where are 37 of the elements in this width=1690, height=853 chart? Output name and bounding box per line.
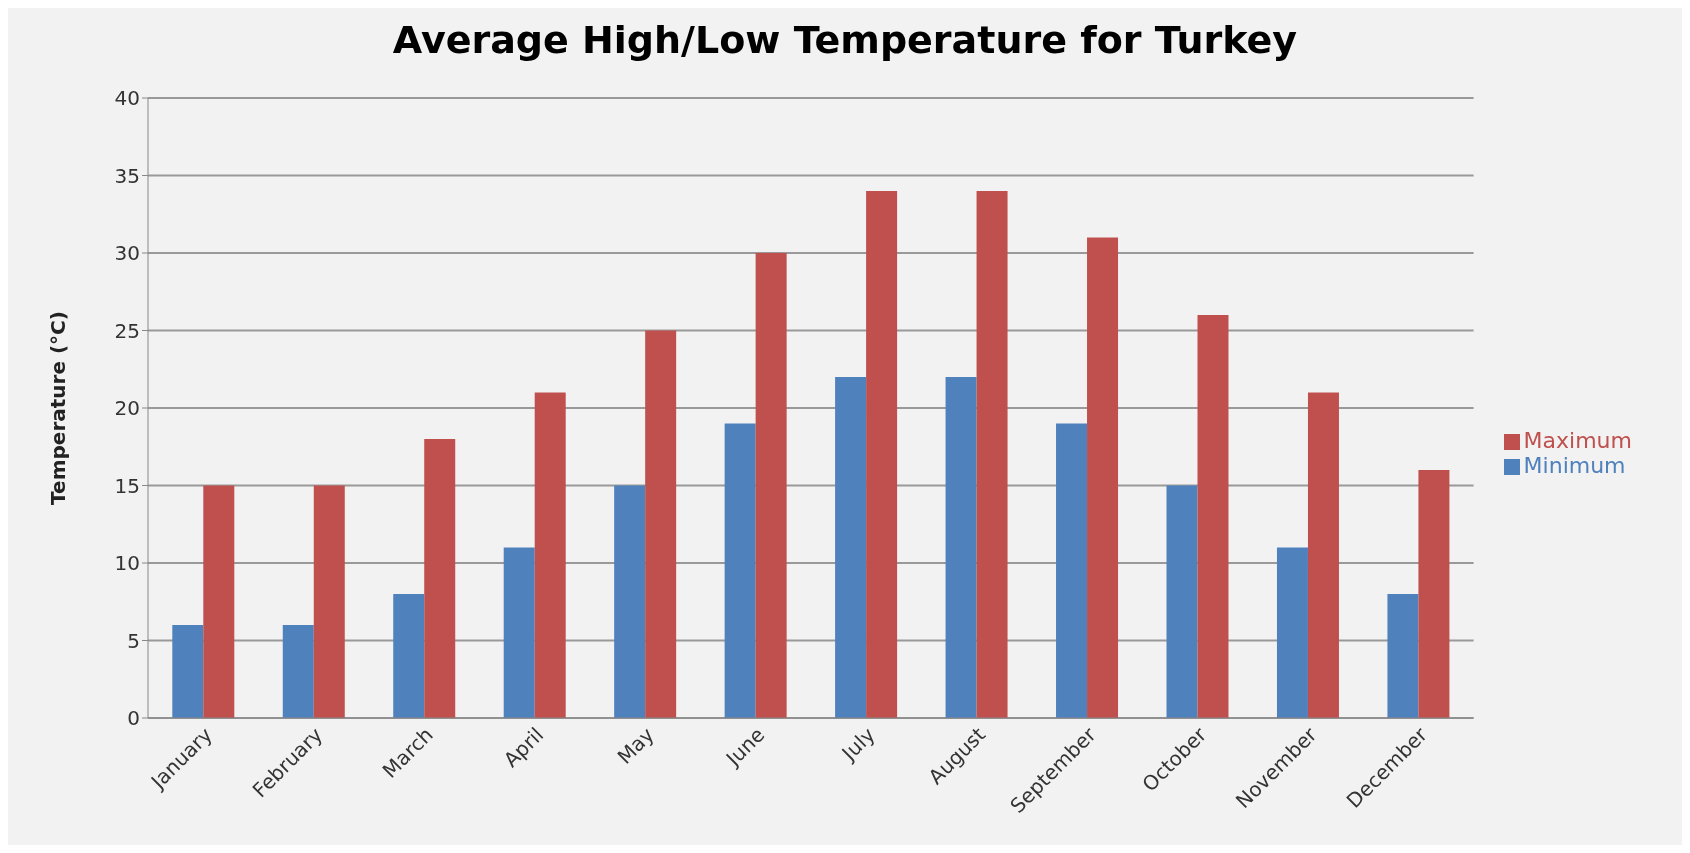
legend-label: Maximum <box>1523 428 1632 453</box>
bar <box>313 485 345 718</box>
bar <box>1276 547 1308 718</box>
bar <box>945 377 977 718</box>
bar <box>1387 594 1419 718</box>
bar <box>614 485 646 718</box>
bar <box>1166 485 1198 718</box>
bar <box>1418 470 1450 718</box>
bar <box>393 594 425 718</box>
bar <box>1307 392 1339 718</box>
bar <box>534 392 566 718</box>
bar <box>172 625 204 718</box>
y-tick-label: 35 <box>114 163 140 188</box>
y-axis-title: Temperature (°C) <box>46 311 71 505</box>
bar <box>835 377 867 718</box>
y-tick-label: 5 <box>127 628 140 653</box>
bar <box>755 253 787 718</box>
legend-label: Minimum <box>1523 453 1626 478</box>
bar <box>976 191 1008 718</box>
y-tick-label: 30 <box>114 241 140 266</box>
bar <box>424 439 456 718</box>
bar <box>282 625 314 718</box>
bar <box>1197 315 1229 718</box>
bar <box>1087 237 1119 718</box>
y-tick-label: 40 <box>114 86 140 111</box>
y-tick-label: 15 <box>114 473 140 498</box>
bar <box>724 423 756 718</box>
bar <box>645 330 677 718</box>
bar <box>503 547 535 718</box>
bar <box>1056 423 1088 718</box>
y-tick-label: 10 <box>114 551 140 576</box>
y-tick-label: 0 <box>127 706 140 731</box>
y-tick-label: 25 <box>114 318 140 343</box>
chart-title: Average High/Low Temperature for Turkey <box>391 17 1299 64</box>
y-tick-label: 20 <box>114 396 140 421</box>
bar <box>203 485 235 718</box>
bar <box>866 191 898 718</box>
